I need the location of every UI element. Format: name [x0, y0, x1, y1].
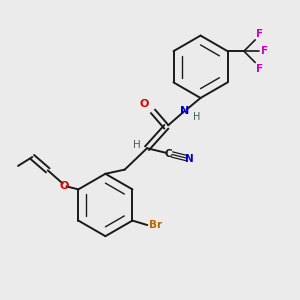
Text: F: F [261, 46, 268, 56]
Text: F: F [256, 29, 263, 39]
Text: H: H [133, 140, 140, 150]
Text: O: O [59, 181, 69, 191]
Text: Br: Br [149, 220, 163, 230]
Text: N: N [180, 106, 189, 116]
Text: F: F [256, 64, 263, 74]
Text: N: N [185, 154, 194, 164]
Text: C: C [165, 148, 172, 159]
Text: O: O [140, 99, 149, 109]
Text: H: H [193, 112, 200, 122]
